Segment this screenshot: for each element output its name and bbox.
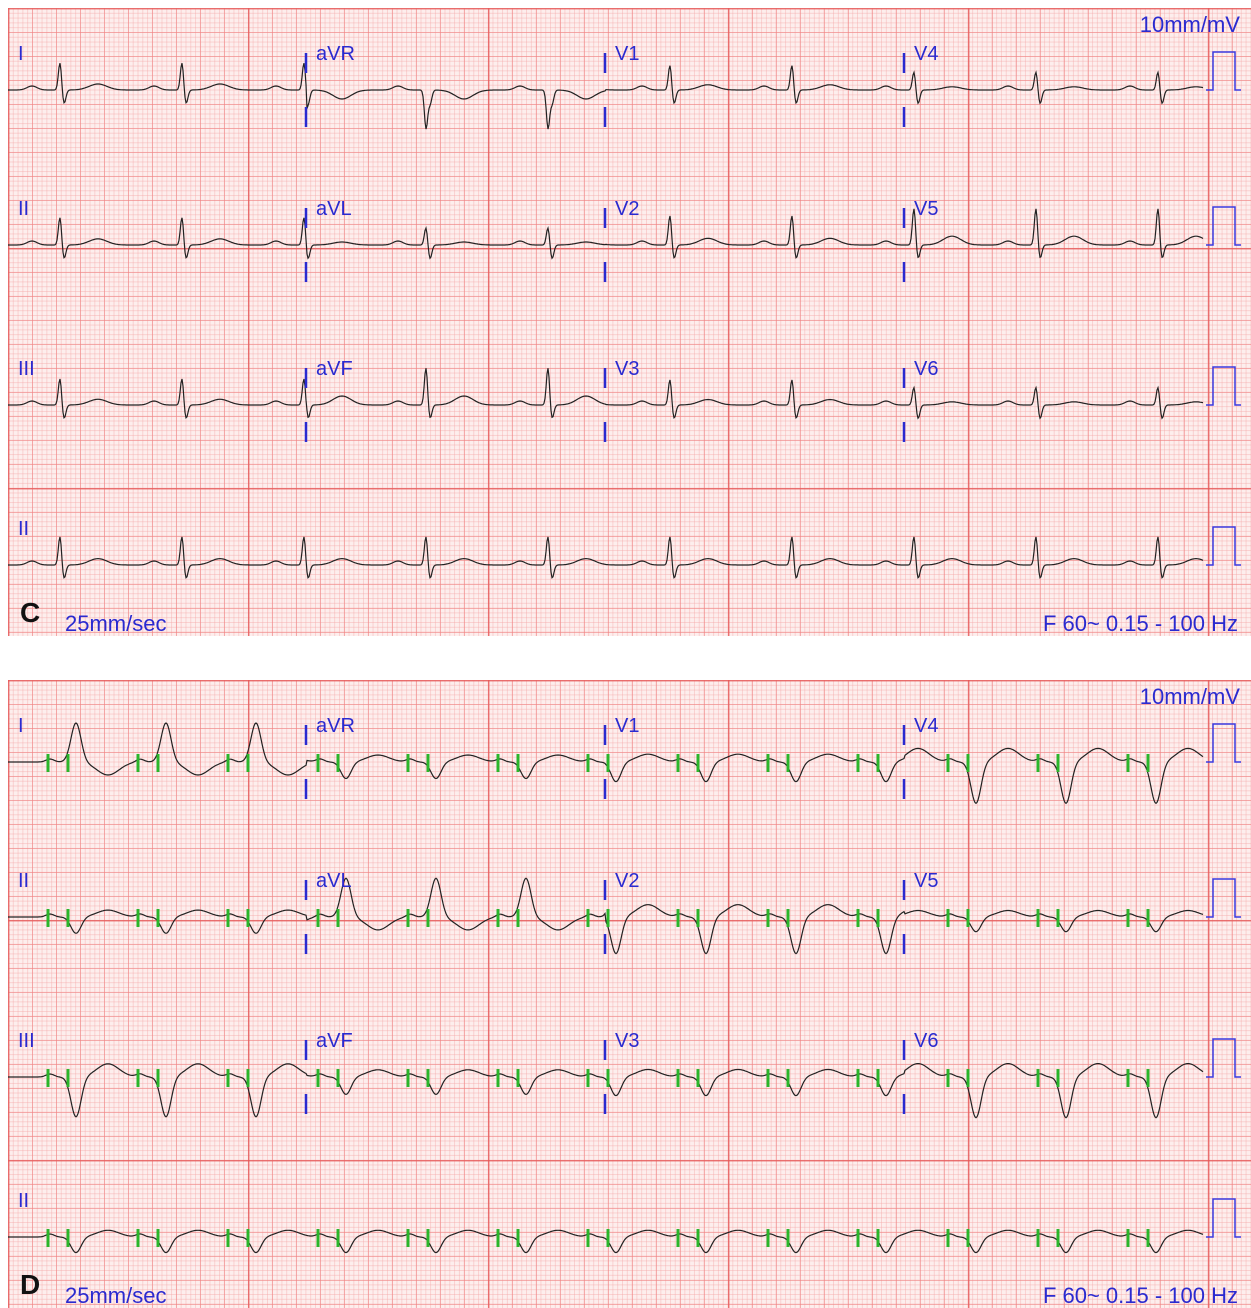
calibration-pulse <box>1206 878 1241 918</box>
lead-label: aVF <box>316 358 353 380</box>
ecg-trace <box>8 1229 1204 1254</box>
lead-label: I <box>18 43 24 65</box>
filter-label: F 60~ 0.15 - 100 Hz <box>1043 1283 1238 1308</box>
calibration-pulse <box>1206 366 1241 406</box>
lead-label: V4 <box>914 715 938 737</box>
ecg-trace <box>8 368 1204 420</box>
lead-label: II <box>18 518 29 540</box>
speed-label: 25mm/sec <box>65 1283 166 1308</box>
lead-label: aVL <box>316 198 352 220</box>
calibration-pulse <box>1206 1198 1241 1238</box>
filter-label: F 60~ 0.15 - 100 Hz <box>1043 611 1238 636</box>
ecg-trace <box>8 536 1204 579</box>
lead-label: II <box>18 198 29 220</box>
lead-label: III <box>18 358 35 380</box>
ecg-trace <box>8 722 1204 805</box>
lead-label: aVR <box>316 43 355 65</box>
panel-label: D <box>20 1269 40 1300</box>
lead-label: V6 <box>914 1030 938 1052</box>
ecg-trace <box>8 877 1204 955</box>
lead-label: V5 <box>914 870 938 892</box>
lead-label: V2 <box>615 198 639 220</box>
ecg-trace <box>8 1063 1204 1119</box>
panel-label: C <box>20 597 40 628</box>
lead-label: aVF <box>316 1030 353 1052</box>
lead-label: aVR <box>316 715 355 737</box>
lead-label: V6 <box>914 358 938 380</box>
calibration-pulse <box>1206 206 1241 246</box>
lead-label: V1 <box>615 715 639 737</box>
ecg-trace <box>8 63 1204 130</box>
calibration-pulse <box>1206 723 1241 763</box>
lead-label: V1 <box>615 43 639 65</box>
calibration-pulse <box>1206 526 1241 566</box>
lead-label: III <box>18 1030 35 1052</box>
lead-label: aVL <box>316 870 352 892</box>
calibration-pulse <box>1206 51 1241 91</box>
scale-label: 10mm/mV <box>1140 684 1241 709</box>
speed-label: 25mm/sec <box>65 611 166 636</box>
ecg-trace <box>8 208 1204 260</box>
calibration-pulse <box>1206 1038 1241 1078</box>
lead-label: V4 <box>914 43 938 65</box>
lead-label: V2 <box>615 870 639 892</box>
lead-label: I <box>18 715 24 737</box>
lead-label: V5 <box>914 198 938 220</box>
lead-label: V3 <box>615 358 639 380</box>
lead-label: II <box>18 870 29 892</box>
lead-label: V3 <box>615 1030 639 1052</box>
scale-label: 10mm/mV <box>1140 12 1241 37</box>
lead-label: II <box>18 1190 29 1212</box>
